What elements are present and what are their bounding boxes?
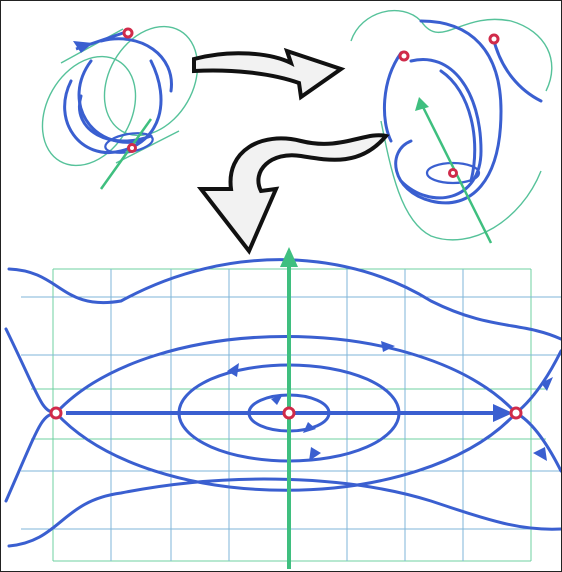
curved-arrow-icon — [196, 133, 390, 255]
separatrices — [4, 327, 561, 503]
critical-point-left-center — [127, 143, 137, 153]
saddle-point-right — [509, 406, 523, 420]
cylinder-left — [41, 25, 199, 190]
cylinder-right — [350, 9, 553, 244]
critical-point-right-top — [398, 50, 410, 62]
saddle-point-left — [49, 406, 63, 420]
curved-arrow-icon — [192, 47, 346, 101]
center-point — [282, 406, 296, 420]
critical-point-left-top — [122, 27, 134, 39]
flow-direction-arrows — [227, 341, 553, 461]
rotating-orbits — [7, 258, 561, 548]
critical-point-right-saddle — [488, 33, 500, 45]
critical-point-right-center — [448, 168, 458, 178]
